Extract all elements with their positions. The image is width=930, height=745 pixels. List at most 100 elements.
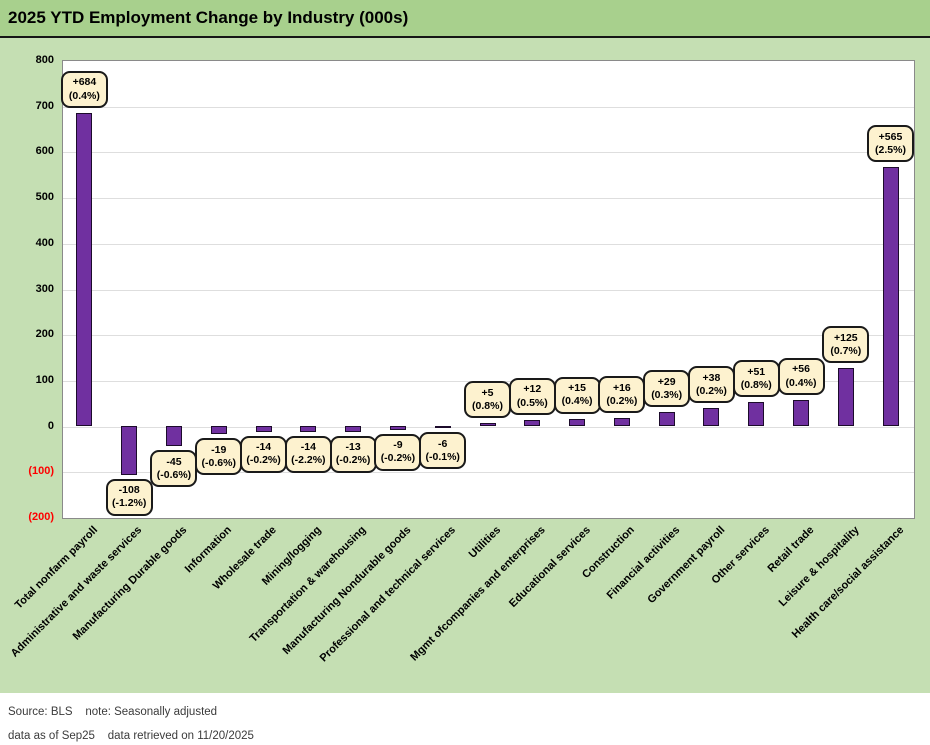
callout-value: +684 xyxy=(72,76,97,89)
callout-value: +565 xyxy=(878,130,903,143)
gridline xyxy=(63,106,914,108)
callout-percent: (-0.6%) xyxy=(201,456,236,469)
bar xyxy=(703,408,720,426)
y-tick-label: 100 xyxy=(35,373,54,386)
bar xyxy=(569,418,586,426)
bar xyxy=(255,425,272,432)
callout-percent: (-0.1%) xyxy=(425,450,460,463)
bar xyxy=(793,400,810,426)
callout-percent: (2.5%) xyxy=(875,143,906,156)
callout-value: +51 xyxy=(747,365,766,378)
data-label-callout: +56 (0.4%) xyxy=(777,358,825,395)
callout-percent: (0.2%) xyxy=(606,394,638,407)
data-label-callout: +5 (0.8%) xyxy=(464,381,511,419)
bar xyxy=(748,402,765,426)
y-tick-label: 200 xyxy=(35,328,54,341)
data-label-callout: -45 (-0.6%) xyxy=(150,450,198,488)
y-tick-label: 800 xyxy=(35,54,54,66)
data-label-callout: +125 (0.7%) xyxy=(822,326,870,364)
callout-value: -45 xyxy=(166,455,182,468)
bar xyxy=(389,425,406,430)
callout-percent: (0.4%) xyxy=(561,395,593,408)
data-label-callout: -14 (-0.2%) xyxy=(240,435,288,473)
callout-percent: (0.7%) xyxy=(830,344,862,357)
callout-value: +56 xyxy=(792,363,810,376)
bar xyxy=(613,418,630,426)
callout-percent: (-0.6%) xyxy=(156,468,192,481)
callout-value: +16 xyxy=(612,381,631,394)
y-tick-label: (100) xyxy=(28,465,54,478)
callout-percent: (-0.2%) xyxy=(335,454,371,467)
data-label-callout: +565 (2.5%) xyxy=(867,125,914,163)
data-label-callout: -108 (-1.2%) xyxy=(105,478,153,516)
callout-value: +38 xyxy=(702,371,721,384)
data-label-callout: +15 (0.4%) xyxy=(553,376,601,414)
bar xyxy=(658,412,675,426)
bar xyxy=(210,425,227,435)
bar xyxy=(882,167,899,426)
footer-source-note: Source: BLS note: Seasonally adjusted xyxy=(8,706,218,718)
callout-value: +15 xyxy=(568,382,586,395)
callout-value: -108 xyxy=(118,484,140,497)
gridline xyxy=(63,198,914,200)
bar xyxy=(121,425,138,475)
bar xyxy=(837,368,854,426)
page-title: 2025 YTD Employment Change by Industry (… xyxy=(8,8,409,27)
callout-percent: (0.8%) xyxy=(740,378,772,391)
bar xyxy=(76,113,93,426)
callout-value: -14 xyxy=(300,441,316,454)
callout-value: +125 xyxy=(833,331,858,344)
gridline xyxy=(63,335,914,337)
callout-percent: (0.4%) xyxy=(785,376,817,389)
callout-percent: (-0.2%) xyxy=(380,452,416,465)
callout-value: -13 xyxy=(345,440,361,453)
callout-percent: (0.3%) xyxy=(651,388,683,401)
bar xyxy=(524,420,541,426)
y-tick-label: (200) xyxy=(28,511,54,523)
data-label-callout: +684 (0.4%) xyxy=(60,71,108,108)
callout-value: -9 xyxy=(393,439,403,452)
gridline xyxy=(63,152,914,154)
callout-percent: (0.4%) xyxy=(68,89,100,102)
data-label-callout: -14 (-2.2%) xyxy=(284,435,332,473)
gridline xyxy=(63,289,914,291)
gridline xyxy=(63,472,914,474)
data-label-callout: -6 (-0.1%) xyxy=(419,432,467,470)
data-label-callout: -9 (-0.2%) xyxy=(374,433,422,471)
data-label-callout: -19 (-0.6%) xyxy=(195,438,243,476)
footer: Source: BLS note: Seasonally adjusted da… xyxy=(0,693,930,745)
callout-percent: (-1.2%) xyxy=(111,497,147,510)
data-label-callout: +51 (0.8%) xyxy=(732,360,780,398)
bar xyxy=(300,425,317,432)
callout-percent: (0.5%) xyxy=(516,396,548,409)
callout-percent: (-0.2%) xyxy=(246,454,281,467)
y-tick-label: 0 xyxy=(47,419,54,432)
data-label-callout: -13 (-0.2%) xyxy=(329,435,377,473)
bar xyxy=(434,425,451,429)
bar xyxy=(345,425,362,432)
y-tick-label: 300 xyxy=(35,282,54,295)
y-tick-label: 400 xyxy=(35,236,54,249)
gridline xyxy=(63,243,914,245)
data-label-callout: +16 (0.2%) xyxy=(598,376,646,414)
callout-value: -6 xyxy=(438,437,448,450)
y-tick-label: 700 xyxy=(35,99,54,112)
data-label-callout: +12 (0.5%) xyxy=(508,378,556,416)
callout-percent: (0.8%) xyxy=(472,399,503,412)
callout-value: +12 xyxy=(523,383,542,396)
footer-data-date: data as of Sep25 data retrieved on 11/20… xyxy=(8,730,254,742)
callout-value: +29 xyxy=(657,375,676,388)
bar xyxy=(479,423,496,426)
callout-value: -19 xyxy=(211,443,227,456)
data-label-callout: +38 (0.2%) xyxy=(687,366,735,404)
callout-percent: (0.2%) xyxy=(695,384,727,397)
callout-value: -14 xyxy=(255,441,272,454)
y-tick-label: 600 xyxy=(35,145,54,158)
title-band: 2025 YTD Employment Change by Industry (… xyxy=(0,0,930,38)
callout-percent: (-2.2%) xyxy=(291,454,326,467)
y-tick-label: 500 xyxy=(35,191,54,204)
callout-value: +5 xyxy=(481,386,494,399)
data-label-callout: +29 (0.3%) xyxy=(643,370,691,408)
bar xyxy=(165,425,182,447)
